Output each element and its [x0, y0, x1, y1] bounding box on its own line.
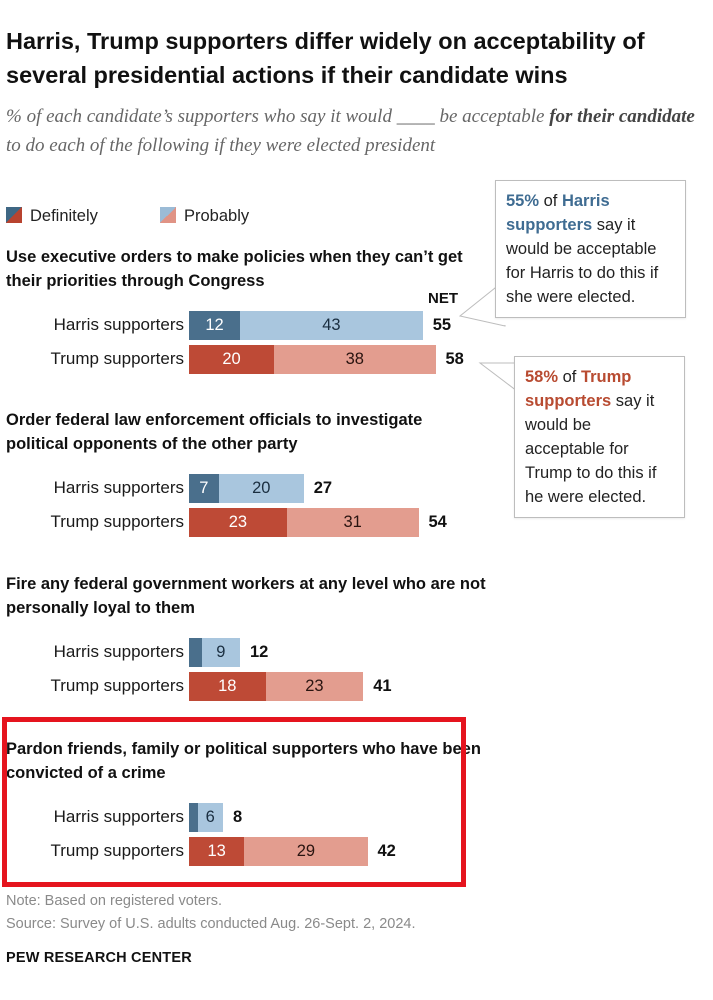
row-label: Harris supporters	[53, 642, 184, 661]
legend-item-probably: Probably	[160, 207, 249, 226]
bar-definitely: 18	[189, 672, 266, 701]
subtitle-bold: for their candidate	[549, 106, 695, 127]
row-label: Trump supporters	[50, 676, 184, 695]
net-value: 54	[428, 513, 447, 531]
row-label: Trump supporters	[50, 349, 184, 368]
callout-trump-pointer	[478, 362, 518, 393]
bar-definitely: 7	[189, 474, 219, 503]
callout-harris-group: Harris supporters	[506, 192, 610, 234]
callout-harris-pct: 55%	[506, 192, 540, 210]
bar-definitely: 13	[189, 837, 245, 866]
subtitle-post: to do each of the following if they were…	[6, 135, 436, 156]
brand-logo-text: PEW RESEARCH CENTER	[6, 950, 192, 966]
legend-swatch-probably	[160, 207, 176, 223]
callout-trump: 58% of Trump supporters say it would be …	[514, 356, 685, 518]
callout-harris-rest: say it would be acceptable for Harris to…	[506, 216, 659, 306]
callout-harris-of: of	[539, 192, 562, 210]
net-value: 8	[233, 808, 243, 826]
bar-probably: 6	[197, 803, 223, 832]
row-label: Harris supporters	[53, 807, 184, 826]
net-value: 42	[377, 842, 396, 860]
bar-probably: 38	[274, 345, 436, 374]
callout-harris: 55% of Harris supporters say it would be…	[495, 180, 686, 318]
legend-swatch-definitely	[6, 207, 22, 223]
legend-label-probably: Probably	[184, 207, 250, 225]
net-value: 55	[432, 316, 452, 334]
bar-probably: 23	[265, 672, 364, 701]
row-label: Harris supporters	[53, 478, 184, 497]
row-label: Trump supporters	[50, 512, 184, 531]
net-value: 27	[313, 479, 333, 497]
bar-probably: 43	[240, 311, 423, 340]
chart-subtitle: % of each candidate’s supporters who say…	[6, 102, 706, 160]
chart-title: Harris, Trump supporters differ widely o…	[6, 28, 645, 88]
source-text: Source: Survey of U.S. adults conducted …	[6, 916, 416, 932]
legend-item-definitely: Definitely	[6, 207, 98, 226]
net-value: 58	[445, 350, 464, 368]
callout-trump-of: of	[558, 368, 581, 386]
question-label: Order federal law enforcement officials …	[6, 411, 423, 453]
question-label: Use executive orders to make policies wh…	[6, 248, 463, 290]
bar-definitely: 20	[189, 345, 274, 374]
net-value: 12	[250, 643, 269, 661]
note-text: Note: Based on registered voters.	[6, 893, 223, 909]
callout-trump-pct: 58%	[525, 368, 559, 386]
bar-probably: 31	[286, 508, 419, 537]
row-label: Trump supporters	[50, 841, 184, 860]
net-column-header: NET	[428, 290, 458, 307]
net-value: 41	[373, 677, 392, 695]
bar-probably: 20	[218, 474, 304, 503]
row-label: Harris supporters	[53, 315, 184, 334]
question-label: Fire any federal government workers at a…	[6, 575, 486, 617]
subtitle-pre: % of each candidate’s supporters who say…	[6, 106, 550, 127]
callout-trump-group: Trump supporters	[525, 368, 632, 410]
bar-definitely: 12	[189, 311, 240, 340]
bar-probably: 29	[244, 837, 368, 866]
bar-probably: 9	[201, 638, 240, 667]
bar-definitely	[189, 638, 202, 667]
highlight-box	[2, 717, 466, 887]
bar-definitely: 23	[189, 508, 287, 537]
question-label: Pardon friends, family or political supp…	[6, 740, 481, 782]
callout-trump-rest: say it would be acceptable for Trump to …	[525, 392, 657, 506]
legend-label-definitely: Definitely	[30, 207, 98, 225]
bar-definitely	[189, 803, 198, 832]
